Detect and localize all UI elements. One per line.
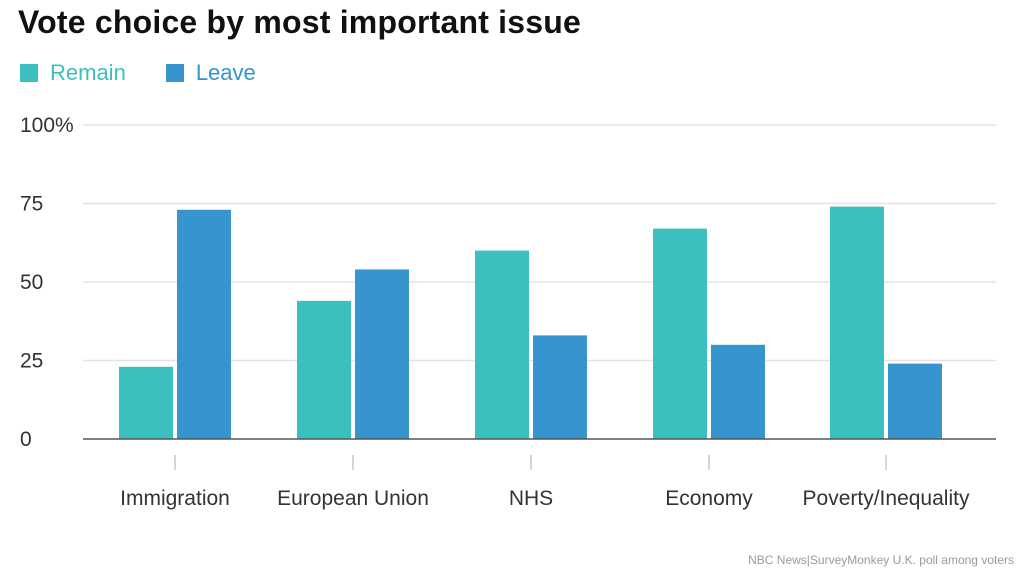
bar-leave <box>355 269 409 439</box>
source-note: NBC News|SurveyMonkey U.K. poll among vo… <box>748 553 1014 567</box>
bar-remain <box>119 366 173 439</box>
bar-remain <box>297 300 351 439</box>
legend-swatch-remain <box>20 64 38 82</box>
y-tick-label: 75 <box>20 193 43 216</box>
x-tick-label: Immigration <box>120 487 230 510</box>
bar-remain <box>830 206 884 439</box>
y-tick-label: 25 <box>20 350 43 373</box>
x-tick-label: European Union <box>277 487 429 510</box>
y-tick-label: 100% <box>20 114 74 137</box>
chart-title: Vote choice by most important issue <box>18 4 581 40</box>
y-tick-label: 50 <box>20 271 43 294</box>
bar-leave <box>711 344 765 439</box>
bar-remain <box>475 250 529 439</box>
x-tick-label: Poverty/Inequality <box>803 487 970 510</box>
bar-remain <box>653 228 707 439</box>
bar-leave <box>177 209 231 439</box>
legend-item-leave: Leave <box>165 60 256 86</box>
legend-label-leave: Leave <box>195 60 256 85</box>
bar-leave <box>533 335 587 439</box>
legend-item-remain: Remain <box>20 60 126 86</box>
legend-label-remain: Remain <box>50 60 126 85</box>
x-tick-label: Economy <box>665 487 753 510</box>
bar-leave <box>888 363 942 439</box>
legend-swatch-leave <box>165 64 184 82</box>
y-tick-label: 0 <box>20 428 32 451</box>
legend: Remain Leave <box>20 60 256 86</box>
x-tick-label: NHS <box>509 487 553 510</box>
